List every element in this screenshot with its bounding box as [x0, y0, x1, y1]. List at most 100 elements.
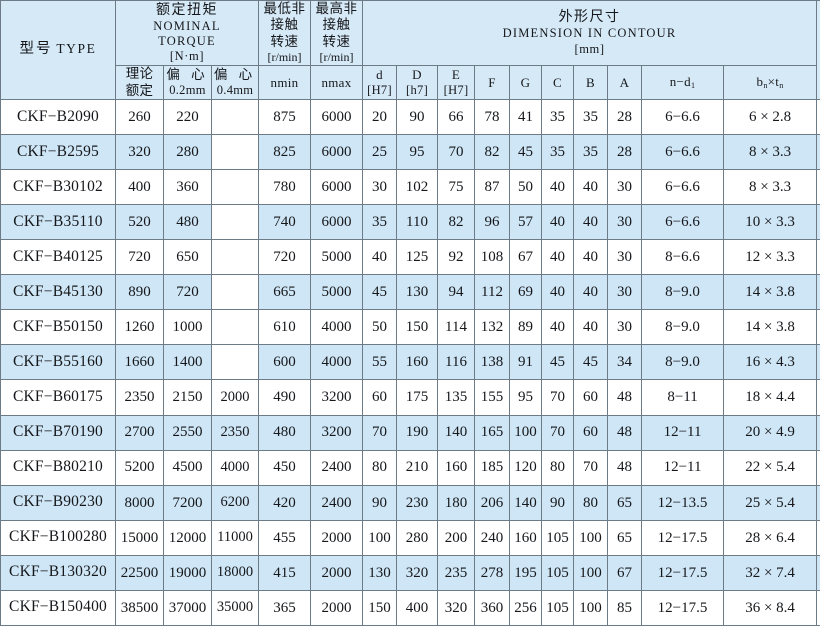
cell-eccentric-02: 2150: [163, 379, 212, 416]
cell-D: 160: [396, 344, 439, 381]
subheader-bt-tsub: n: [779, 81, 784, 91]
cell-theoretical: 2700: [115, 414, 164, 451]
cell-G: 120: [509, 449, 543, 486]
cell-theoretical: 5200: [115, 449, 164, 486]
cell-C: 40: [541, 204, 575, 241]
subheader-G: G: [509, 65, 543, 100]
cell-C: 40: [541, 309, 575, 346]
cell-eccentric-04: 11000: [210, 519, 260, 556]
cell-weight: 3.1: [816, 274, 820, 311]
table-row: CKF−B130320 22500 19000 18000 415 2000 130 320 2…: [0, 554, 820, 591]
subheader-n-d1: n−d1: [641, 65, 725, 100]
cell-E: 200: [437, 519, 476, 556]
cell-d: 50: [362, 309, 398, 346]
table-row: CKF−B60175 2350 2150 2000 490 3200 60 175 135 155…: [0, 379, 820, 416]
cell-nmax: 6000: [310, 134, 364, 171]
cell-G: 45: [509, 134, 543, 171]
cell-d: 55: [362, 344, 398, 381]
cell-F: 165: [474, 414, 511, 451]
cell-E: 66: [437, 98, 476, 136]
cell-weight: 34: [816, 519, 820, 556]
cell-nmax: 4000: [310, 344, 364, 381]
cell-F: 138: [474, 344, 511, 381]
table-row: CKF−B50150 1260 1000 610 4000 50 150 114 132 89 40…: [0, 309, 820, 346]
subheader-bn-x-tn: bn×tn: [723, 65, 818, 100]
header-dimension-unit: [mm]: [574, 41, 605, 56]
cell-B: 60: [573, 379, 609, 416]
table-row: CKF−B30102 400 360 780 6000 30 102 75 87 50 40 40 30…: [0, 169, 820, 206]
header-torque-unit: [N·m]: [169, 49, 205, 64]
cell-d: 150: [362, 589, 398, 626]
subheader-ecc02-l1: 偏 心: [166, 66, 209, 82]
cell-G: 67: [509, 239, 543, 276]
subheader-d-l2: [H7]: [367, 82, 392, 97]
cell-nmax: 3200: [310, 379, 364, 416]
cell-A: 85: [607, 589, 643, 626]
cell-eccentric-02: 12000: [163, 519, 212, 556]
cell-bn-x-tn: 14 × 3.8: [723, 274, 818, 311]
cell-nmax: 6000: [310, 98, 364, 136]
cell-nmax: 4000: [310, 309, 364, 346]
header-torque-en2: TORQUE: [158, 33, 216, 48]
cell-F: 108: [474, 239, 511, 276]
table-row: CKF−B2595 320 280 825 6000 25 95 70 82 45 35 35 28 6−…: [0, 134, 820, 171]
cell-F: 240: [474, 519, 511, 556]
cell-weight: 4.7: [816, 309, 820, 346]
cell-A: 34: [607, 344, 643, 381]
cell-eccentric-04: 35000: [210, 589, 260, 626]
cell-theoretical: 8000: [115, 484, 164, 521]
cell-type: CKF−B40125: [0, 239, 116, 276]
header-nmin-cn3: 转速: [270, 33, 299, 49]
cell-nmax: 5000: [310, 239, 364, 276]
cell-nmin: 415: [258, 554, 312, 591]
cell-nmin: 365: [258, 589, 312, 626]
cell-B: 100: [573, 554, 609, 591]
cell-eccentric-04: [210, 239, 260, 276]
subheader-D: D [h7]: [396, 65, 439, 100]
cell-F: 132: [474, 309, 511, 346]
cell-E: 116: [437, 344, 476, 381]
header-row-group: 型号 TYPE 额定扭矩 NOMINAL TORQUE [N·m] 最低非 接触…: [0, 0, 820, 100]
cell-bn-x-tn: 28 × 6.4: [723, 519, 818, 556]
cell-eccentric-02: 360: [163, 169, 212, 206]
cell-D: 130: [396, 274, 439, 311]
subheader-theoretical-l2: 额定: [125, 82, 154, 98]
cell-weight: 44: [816, 554, 820, 591]
cell-eccentric-02: 220: [163, 98, 212, 136]
table-body: CKF−B2090 260 220 875 6000 20 90 66 78 41 35 35 28 6−…: [0, 98, 820, 626]
subheader-bt-b: b: [756, 74, 764, 90]
header-dimension-cn: 外形尺寸: [558, 10, 621, 26]
cell-d: 130: [362, 554, 398, 591]
cell-theoretical: 2350: [115, 379, 164, 416]
cell-d: 40: [362, 239, 398, 276]
cell-B: 40: [573, 309, 609, 346]
table-row: CKF−B100280 15000 12000 11000 455 2000 100 280 2…: [0, 519, 820, 556]
cell-theoretical: 720: [115, 239, 164, 276]
cell-G: 100: [509, 414, 543, 451]
cell-G: 160: [509, 519, 543, 556]
cell-type: CKF−B70190: [0, 414, 116, 451]
cell-bn-x-tn: 25 × 5.4: [723, 484, 818, 521]
cell-F: 155: [474, 379, 511, 416]
subheader-d-l1: d: [376, 66, 383, 82]
cell-F: 82: [474, 134, 511, 171]
header-nmin-unit: [r/min]: [267, 50, 302, 65]
cell-d: 20: [362, 98, 398, 136]
cell-nmin: 450: [258, 449, 312, 486]
cell-eccentric-04: 18000: [210, 554, 260, 591]
cell-eccentric-02: 1000: [163, 309, 212, 346]
subheader-E-l2: [H7]: [443, 82, 469, 97]
header-nmax-group: 最高非 接触 转速 [r/min]: [310, 0, 364, 67]
cell-n-d1: 8−9.0: [641, 344, 725, 381]
cell-weight: 1.8: [816, 169, 820, 206]
cell-bn-x-tn: 14 × 3.8: [723, 309, 818, 346]
cell-E: 92: [437, 239, 476, 276]
cell-n-d1: 8−6.6: [641, 239, 725, 276]
cell-d: 45: [362, 274, 398, 311]
cell-bn-x-tn: 12 × 3.3: [723, 239, 818, 276]
cell-nmax: 2000: [310, 554, 364, 591]
cell-A: 28: [607, 98, 643, 136]
cell-n-d1: 12−11: [641, 414, 725, 451]
cell-C: 35: [541, 98, 575, 136]
cell-C: 105: [541, 519, 575, 556]
